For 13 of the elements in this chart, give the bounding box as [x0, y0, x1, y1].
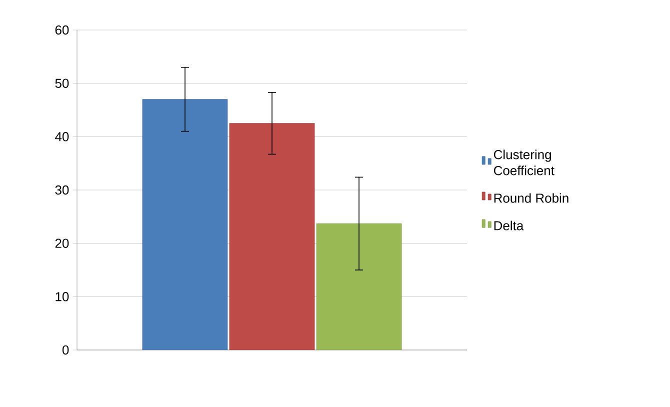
y-tick-label: 60 — [55, 25, 69, 35]
y-tick-label: 20 — [55, 238, 69, 248]
y-tick-label: 40 — [55, 132, 69, 142]
y-tick-label: 50 — [55, 78, 69, 88]
legend-label: Delta — [494, 220, 524, 230]
bar — [316, 223, 402, 350]
legend-label: Clustering Coefficient — [494, 150, 554, 176]
y-tick-label: 30 — [55, 185, 69, 195]
legend-label: Round Robin — [494, 193, 568, 203]
bar — [142, 99, 228, 350]
bar — [229, 123, 315, 350]
y-tick-label: 0 — [62, 345, 69, 355]
y-tick-label: 10 — [56, 292, 69, 302]
